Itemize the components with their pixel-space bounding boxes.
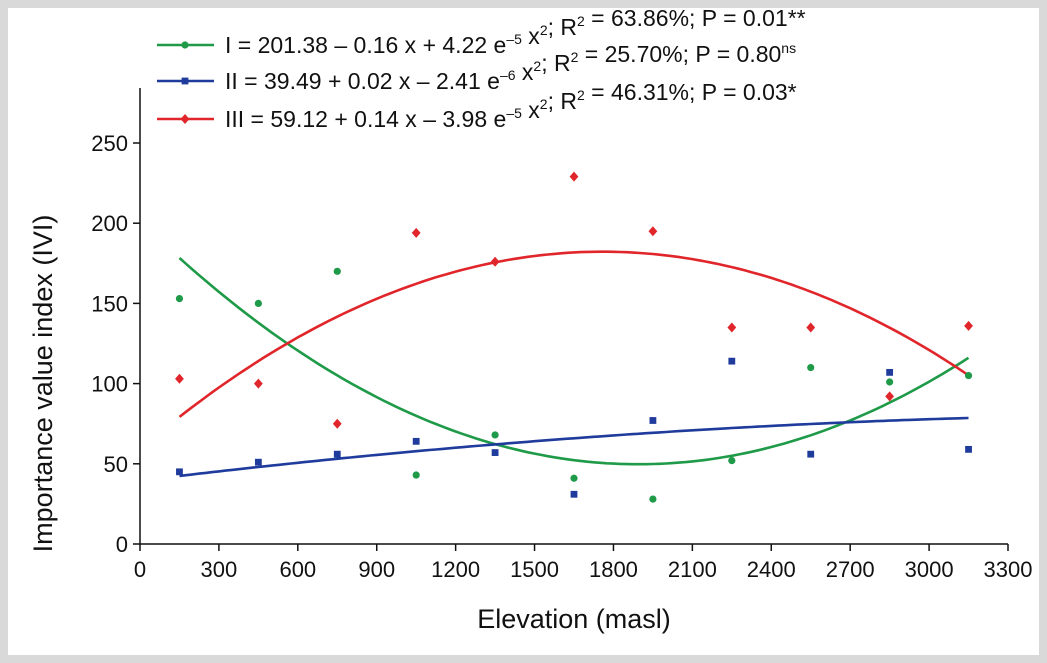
data-point-ii: [333, 450, 341, 458]
data-point-ii: [254, 458, 262, 466]
fit-curve-i: [178, 257, 970, 466]
data-point-iii: [175, 373, 184, 384]
data-point-i: [807, 363, 815, 372]
legend-marker-ii: [181, 77, 189, 85]
data-point-iii: [964, 320, 973, 331]
fit-curve-iii: [178, 250, 970, 418]
x-tick-label: 900: [358, 557, 395, 582]
data-point-iii: [490, 256, 500, 267]
data-point-iii: [727, 322, 737, 333]
data-point-iii: [648, 226, 658, 237]
data-point-i: [254, 299, 262, 307]
data-point-i: [412, 471, 420, 479]
y-axis-title: Importance value index (IVI): [28, 215, 58, 553]
data-point-ii: [649, 417, 657, 424]
y-tick-label: 250: [91, 131, 128, 156]
data-point-i: [491, 431, 499, 439]
data-point-iii: [332, 418, 342, 429]
legend-label-ii: II = 39.49 + 0.02 x – 2.41 e–6 x2; R2 = …: [225, 40, 796, 94]
fit-curve-ii: [179, 416, 969, 478]
data-point-i: [964, 371, 973, 380]
chart-svg: 0 300 600 900 1200 1500 1800 2100 2400 2700 3000 33…: [28, 5, 1032, 634]
data-point-ii: [807, 450, 815, 458]
data-point-ii: [412, 437, 420, 445]
x-tick-label: 300: [201, 557, 238, 582]
legend: I = 201.38 – 0.16 x + 4.22 e–5 x2; R2 = …: [157, 5, 806, 132]
data-point-iii: [806, 322, 816, 333]
x-axis-title: Elevation (masl): [477, 604, 671, 634]
legend-label-iii: III = 59.12 + 0.14 x – 3.98 e–5 x2; R2 =…: [225, 79, 797, 132]
data-point-ii: [176, 468, 183, 476]
x-tick-label: 600: [279, 557, 316, 582]
legend-marker-i: [181, 41, 189, 49]
x-tick-label: 1200: [431, 557, 480, 582]
data-point-i: [333, 267, 341, 275]
data-point-iii: [569, 171, 579, 182]
x-tick-label: 1500: [510, 557, 559, 582]
data-point-ii: [728, 357, 736, 365]
data-point-ii: [886, 368, 894, 376]
data-point-i: [728, 456, 736, 465]
data-point-i: [570, 474, 578, 482]
y-tick-label: 150: [91, 291, 128, 316]
y-tick-label: 200: [91, 211, 128, 236]
chart-panel: 0 300 600 900 1200 1500 1800 2100 2400 2700 3000 33…: [8, 5, 1039, 655]
data-point-i: [886, 378, 894, 386]
y-tick-label: 0: [116, 532, 128, 557]
legend-label-i: I = 201.38 – 0.16 x + 4.22 e–5 x2; R2 = …: [225, 8, 806, 58]
y-tick-label: 100: [91, 372, 128, 397]
x-tick-label: 2100: [668, 557, 717, 582]
y-tick-label: 50: [104, 452, 128, 477]
x-tick-label: 0: [134, 557, 146, 582]
data-point-iii: [253, 378, 263, 389]
x-tick-label: 2700: [826, 557, 875, 582]
x-tick-label: 1800: [589, 557, 638, 582]
data-point-ii: [491, 449, 499, 456]
data-point-iii: [411, 227, 421, 238]
data-point-iii: [885, 391, 895, 402]
fit-curves-group: [178, 250, 970, 478]
x-tick-label: 3300: [984, 557, 1033, 582]
data-point-ii: [570, 490, 578, 498]
axes-group: 0 300 600 900 1200 1500 1800 2100 2400 2700 3000 33…: [91, 88, 1032, 582]
x-tick-label: 2400: [747, 557, 796, 582]
x-tick-label: 3000: [905, 557, 954, 582]
data-point-i: [649, 495, 657, 503]
data-points-group: [175, 171, 973, 503]
data-point-i: [175, 294, 184, 303]
data-point-ii: [965, 445, 972, 453]
legend-marker-iii: [180, 114, 190, 124]
